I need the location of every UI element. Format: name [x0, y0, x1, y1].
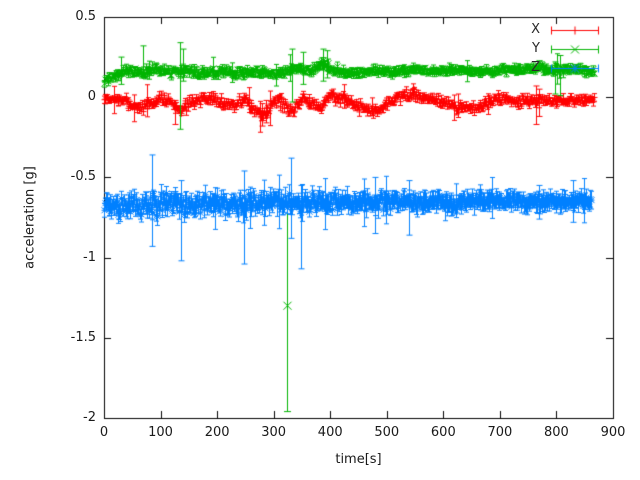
y-tick-label: -1.5 — [70, 329, 96, 345]
x-tick-label: 200 — [204, 425, 230, 440]
x-tick-label: 300 — [261, 425, 287, 440]
x-tick-label: 800 — [544, 425, 569, 440]
legend-label-z: Z — [531, 60, 540, 75]
y-tick-label: 0.5 — [75, 9, 96, 24]
x-tick-label: 500 — [374, 425, 400, 440]
y-tick-label: -2 — [83, 410, 96, 425]
x-tick-label: 700 — [487, 425, 513, 440]
x-tick-label: 100 — [148, 425, 173, 440]
legend-label-y: Y — [532, 41, 540, 56]
y-tick-label: 0 — [87, 89, 96, 105]
x-tick-label: 900 — [600, 425, 626, 440]
y-axis-title: acceleration [g] — [22, 166, 38, 269]
x-tick-label: 0 — [99, 425, 109, 440]
x-axis-title: time[s] — [335, 452, 382, 467]
y-tick-label: -0.5 — [70, 169, 96, 185]
y-tick-label: -1 — [83, 249, 96, 265]
x-tick-label: 400 — [317, 425, 343, 440]
legend-label-x: X — [531, 22, 540, 37]
x-tick-label: 600 — [430, 425, 456, 440]
